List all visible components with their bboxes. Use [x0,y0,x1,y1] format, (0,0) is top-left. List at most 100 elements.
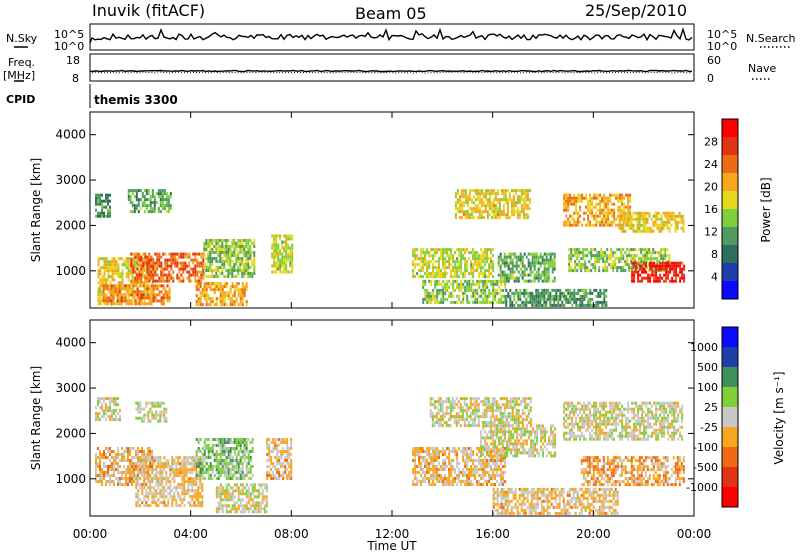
velocity-ytick-label-3: 4000 [55,336,86,350]
velocity-region-8 [429,397,532,428]
velocity-region-11 [580,456,685,487]
power-region-4 [203,239,256,278]
velocity-region-4 [95,397,121,422]
velocity-colorbar-label: Velocity [m s⁻¹] [772,371,786,464]
cpid-value: themis 3300 [94,93,178,107]
power-region-8 [412,248,495,279]
velocity-ytick-label-1: 2000 [55,426,86,440]
power-colorbar-swatch-8 [722,137,738,155]
power-y-axis: 1000 2000 3000 4000 [55,128,694,278]
power-region-13 [568,248,671,273]
power-colorbar-swatch-3 [722,227,738,245]
velocity-colorbar: -1000 -500 -100 -25 25 100 500 1000 [686,326,739,508]
x-tick-label-6: 00:00 [677,527,712,541]
power-region-15 [618,211,685,233]
velocity-colorbar-tick-5: 100 [697,381,718,394]
velocity-x-axis: 00:00 04:00 08:00 12:00 16:00 20:00 00:00 [73,320,712,541]
date-title: 25/Sep/2010 [585,1,687,20]
power-colorbar-tick-5: 24 [704,158,718,171]
velocity-colorbar-tick-0: -1000 [686,481,718,494]
nsky-tick-top-left: 10^5 [54,28,84,41]
freq-unit-label: [MHz] [3,69,35,82]
power-colorbar-label: Power [dB] [759,177,773,242]
velocity-region-2 [195,438,254,480]
velocity-colorbar-tick-7: 1000 [690,341,718,354]
power-colorbar-tick-6: 28 [704,136,718,149]
power-colorbar-tick-2: 12 [704,226,718,239]
x-tick-label-0: 00:00 [73,527,108,541]
nsky-tick-bottom-right: 10^0 [707,40,737,53]
power-colorbar-swatch-4 [722,209,738,227]
nsearch-label: N.Search [746,32,796,45]
velocity-ytick-label-0: 1000 [55,472,86,486]
power-colorbar-frame [721,118,739,300]
freq-tick-bottom: 8 [72,72,79,85]
velocity-colorbar-swatch-5 [722,387,738,407]
x-tick-label-5: 20:00 [576,527,611,541]
nsky-strip: N.Sky 10^5 10^0 10^5 10^0 N.Search [6,23,796,53]
power-colorbar-tick-0: 4 [711,271,718,284]
velocity-colorbar-swatch-2 [722,447,738,467]
nave-trace [89,70,693,74]
power-region-5 [271,234,294,274]
nave-tick-top: 60 [707,54,721,67]
power-colorbar-tick-1: 8 [711,248,718,261]
velocity-region-6 [266,438,293,480]
velocity-colorbar-swatch-4 [722,407,738,427]
velocity-region-5 [135,401,168,423]
power-ytick-label-2: 3000 [55,173,86,187]
power-colorbar-swatch-7 [722,155,738,173]
power-region-14 [631,261,686,283]
power-region-7 [95,193,111,218]
station-title: Inuvik (fitACF) [92,1,205,20]
beam-title: Beam 05 [355,4,427,23]
power-x-ticks [89,112,695,308]
velocity-region-12 [492,487,619,515]
velocity-panel: 1000 2000 3000 4000 00:00 04:00 08:00 12:00 16:… [29,319,786,553]
nsky-tick-bottom-left: 10^0 [54,40,84,53]
velocity-region-7 [412,447,507,486]
power-colorbar-swatch-6 [722,173,738,191]
velocity-region-3 [215,483,268,514]
nsky-tick-top-right: 10^5 [707,28,737,41]
power-colorbar-tick-3: 16 [704,203,718,216]
x-axis-title: Time UT [366,539,417,553]
power-heatmap-cells [95,189,686,307]
velocity-ytick-label-2: 3000 [55,381,86,395]
power-colorbar-tick-4: 20 [704,181,718,194]
velocity-region-9 [480,424,557,458]
nsky-label: N.Sky [6,32,38,45]
x-tick-label-1: 04:00 [173,527,208,541]
velocity-colorbar-tick-1: -500 [693,461,718,474]
power-colorbar-swatch-9 [722,119,738,137]
power-ytick-label-0: 1000 [55,264,86,278]
velocity-y-axis: 1000 2000 3000 4000 [55,336,694,486]
power-colorbar-swatch-0 [722,281,738,299]
freq-frame [89,53,695,82]
power-region-6 [127,189,172,214]
power-region-2 [102,284,171,306]
power-ylabel: Slant Range [km] [29,158,43,262]
power-region-10 [454,189,531,220]
velocity-colorbar-swatch-7 [722,347,738,367]
power-region-3 [195,282,248,307]
x-tick-label-4: 16:00 [475,527,510,541]
freq-tick-top: 18 [66,54,80,67]
freq-trace [89,69,693,73]
velocity-colorbar-swatch-6 [722,367,738,387]
velocity-region-1 [135,456,204,508]
power-colorbar: 4 8 12 16 20 24 28 [704,118,739,300]
freq-label: Freq. [8,56,35,69]
velocity-colorbar-swatch-1 [722,467,738,487]
velocity-colorbar-swatch-8 [722,327,738,347]
velocity-heatmap-cells [95,397,685,515]
velocity-colorbar-tick-4: 25 [704,401,718,414]
velocity-colorbar-tick-3: -25 [700,421,718,434]
power-region-11 [497,252,556,283]
nave-tick-bottom: 0 [707,72,714,85]
power-ytick-label-1: 2000 [55,218,86,232]
power-region-12 [563,193,632,227]
x-tick-label-3: 12:00 [375,527,410,541]
velocity-colorbar-swatch-0 [722,487,738,507]
